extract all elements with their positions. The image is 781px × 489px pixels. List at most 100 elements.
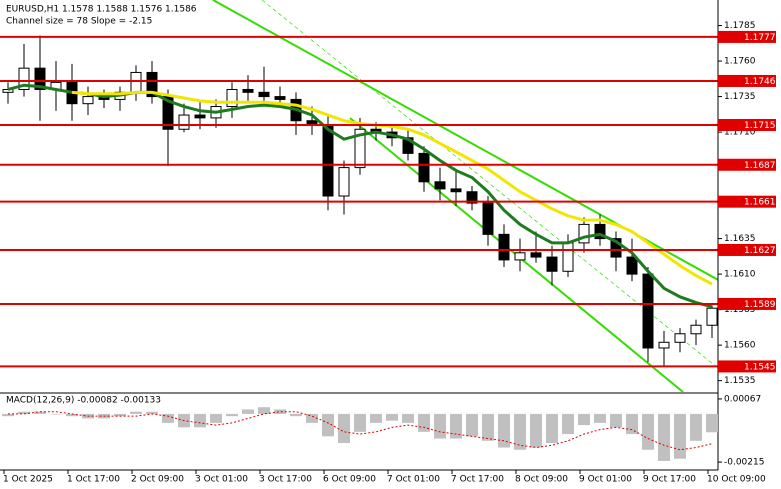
candle-body bbox=[482, 202, 494, 235]
candle-body bbox=[562, 242, 574, 272]
histogram-bar bbox=[194, 413, 206, 428]
candle-body bbox=[354, 128, 366, 169]
histogram-bar bbox=[482, 413, 494, 441]
level-label-box bbox=[718, 195, 776, 208]
level-label: 1.1687 bbox=[744, 161, 776, 171]
level-label-box bbox=[718, 297, 776, 310]
candle-body bbox=[578, 223, 590, 244]
y-tick-label: 1.1635 bbox=[724, 234, 756, 244]
histogram-bar bbox=[162, 413, 174, 423]
candle-body bbox=[194, 114, 206, 119]
candle-body bbox=[690, 324, 702, 335]
candle-body bbox=[530, 252, 542, 258]
histogram-bar bbox=[18, 411, 30, 414]
candle-body bbox=[610, 238, 622, 258]
histogram-bar bbox=[370, 413, 382, 423]
y-tick-label: 1.1535 bbox=[724, 376, 756, 386]
histogram-bar bbox=[706, 413, 718, 433]
candle-body bbox=[658, 341, 670, 349]
chart-subtitle: Channel size = 78 Slope = -2.15 bbox=[6, 17, 152, 27]
candle-body bbox=[82, 96, 94, 105]
moving-average bbox=[71, 90, 713, 286]
candle-body bbox=[130, 71, 142, 93]
candle-body bbox=[546, 256, 558, 272]
histogram-bar bbox=[146, 411, 158, 414]
candle-body bbox=[450, 188, 462, 193]
level-label: 1.1589 bbox=[744, 300, 776, 310]
candle-body bbox=[514, 252, 526, 261]
histogram-bar bbox=[674, 413, 686, 459]
candle-body bbox=[338, 167, 350, 197]
level-label: 1.1627 bbox=[744, 246, 776, 256]
histogram-bar bbox=[354, 413, 366, 432]
candle-body bbox=[18, 67, 30, 90]
histogram-bar bbox=[114, 413, 126, 417]
x-tick-label: 1 Oct 17:00 bbox=[67, 475, 120, 485]
histogram-bar bbox=[210, 413, 222, 423]
histogram-bar bbox=[418, 413, 430, 432]
histogram-bar bbox=[130, 411, 142, 414]
candle-body bbox=[434, 181, 446, 190]
histogram-bar bbox=[626, 413, 638, 435]
histogram-bar bbox=[450, 413, 462, 439]
level-label: 1.1746 bbox=[744, 77, 776, 87]
level-label-box bbox=[718, 30, 776, 43]
histogram-bar bbox=[514, 413, 526, 450]
candle-body bbox=[594, 223, 606, 240]
macd-panel bbox=[2, 407, 718, 461]
histogram-bar bbox=[274, 409, 286, 414]
level-label-box bbox=[718, 158, 776, 171]
histogram-bar bbox=[258, 407, 270, 414]
histogram-bar bbox=[290, 413, 302, 417]
candle-body bbox=[178, 114, 190, 130]
y-tick-label: 0.00067 bbox=[724, 394, 761, 404]
candle-body bbox=[322, 124, 334, 197]
histogram-bar bbox=[546, 413, 558, 444]
histogram-bar bbox=[242, 409, 254, 414]
histogram-bar bbox=[306, 413, 318, 423]
x-tick-label: 10 Oct 09:00 bbox=[707, 475, 766, 485]
x-tick-label: 9 Oct 17:00 bbox=[643, 475, 696, 485]
histogram-bar bbox=[658, 413, 670, 461]
histogram-bar bbox=[338, 413, 350, 444]
candle-body bbox=[242, 88, 254, 93]
histogram-bar bbox=[610, 413, 622, 428]
x-tick-label: 9 Oct 01:00 bbox=[579, 475, 632, 485]
macd-title: MACD(12,26,9) -0.00082 -0.00133 bbox=[6, 396, 161, 406]
y-tick-label: 1.1585 bbox=[724, 305, 756, 315]
histogram-bar bbox=[322, 413, 334, 437]
y-tick-label: 1.1785 bbox=[724, 21, 756, 31]
x-tick-label: 3 Oct 01:00 bbox=[195, 475, 248, 485]
x-tick-label: 6 Oct 09:00 bbox=[323, 475, 376, 485]
histogram-bar bbox=[386, 413, 398, 421]
level-label: 1.1777 bbox=[744, 33, 776, 43]
candle-body bbox=[498, 233, 510, 261]
histogram-bar bbox=[690, 413, 702, 441]
level-label: 1.1715 bbox=[744, 121, 776, 131]
x-tick-label: 3 Oct 17:00 bbox=[259, 475, 312, 485]
x-tick-label: 7 Oct 01:00 bbox=[387, 475, 440, 485]
histogram-bar bbox=[34, 411, 46, 414]
candle-body bbox=[418, 152, 430, 183]
histogram-bar bbox=[402, 413, 414, 423]
x-tick-label: 1 Oct 2025 bbox=[3, 475, 53, 485]
level-label: 1.1545 bbox=[744, 362, 776, 372]
candle-body bbox=[706, 307, 718, 326]
histogram-bar bbox=[498, 413, 510, 448]
signal-line bbox=[8, 411, 713, 451]
level-label-box bbox=[718, 118, 776, 131]
histogram-bar bbox=[594, 413, 606, 423]
level-label-box bbox=[718, 360, 776, 373]
candle-body bbox=[626, 256, 638, 275]
histogram-bar bbox=[50, 413, 62, 415]
y-tick-label: 1.1710 bbox=[724, 128, 756, 138]
x-tick-label: 2 Oct 09:00 bbox=[131, 475, 184, 485]
candle-body bbox=[642, 273, 654, 349]
chart-title: EURUSD,H1 1.1578 1.1588 1.1576 1.1586 bbox=[6, 5, 197, 15]
candle-body bbox=[146, 71, 158, 98]
histogram-bar bbox=[226, 413, 238, 417]
histogram-bar bbox=[2, 413, 14, 417]
y-tick-label: 1.1610 bbox=[724, 270, 756, 280]
price-panel bbox=[0, 35, 718, 368]
